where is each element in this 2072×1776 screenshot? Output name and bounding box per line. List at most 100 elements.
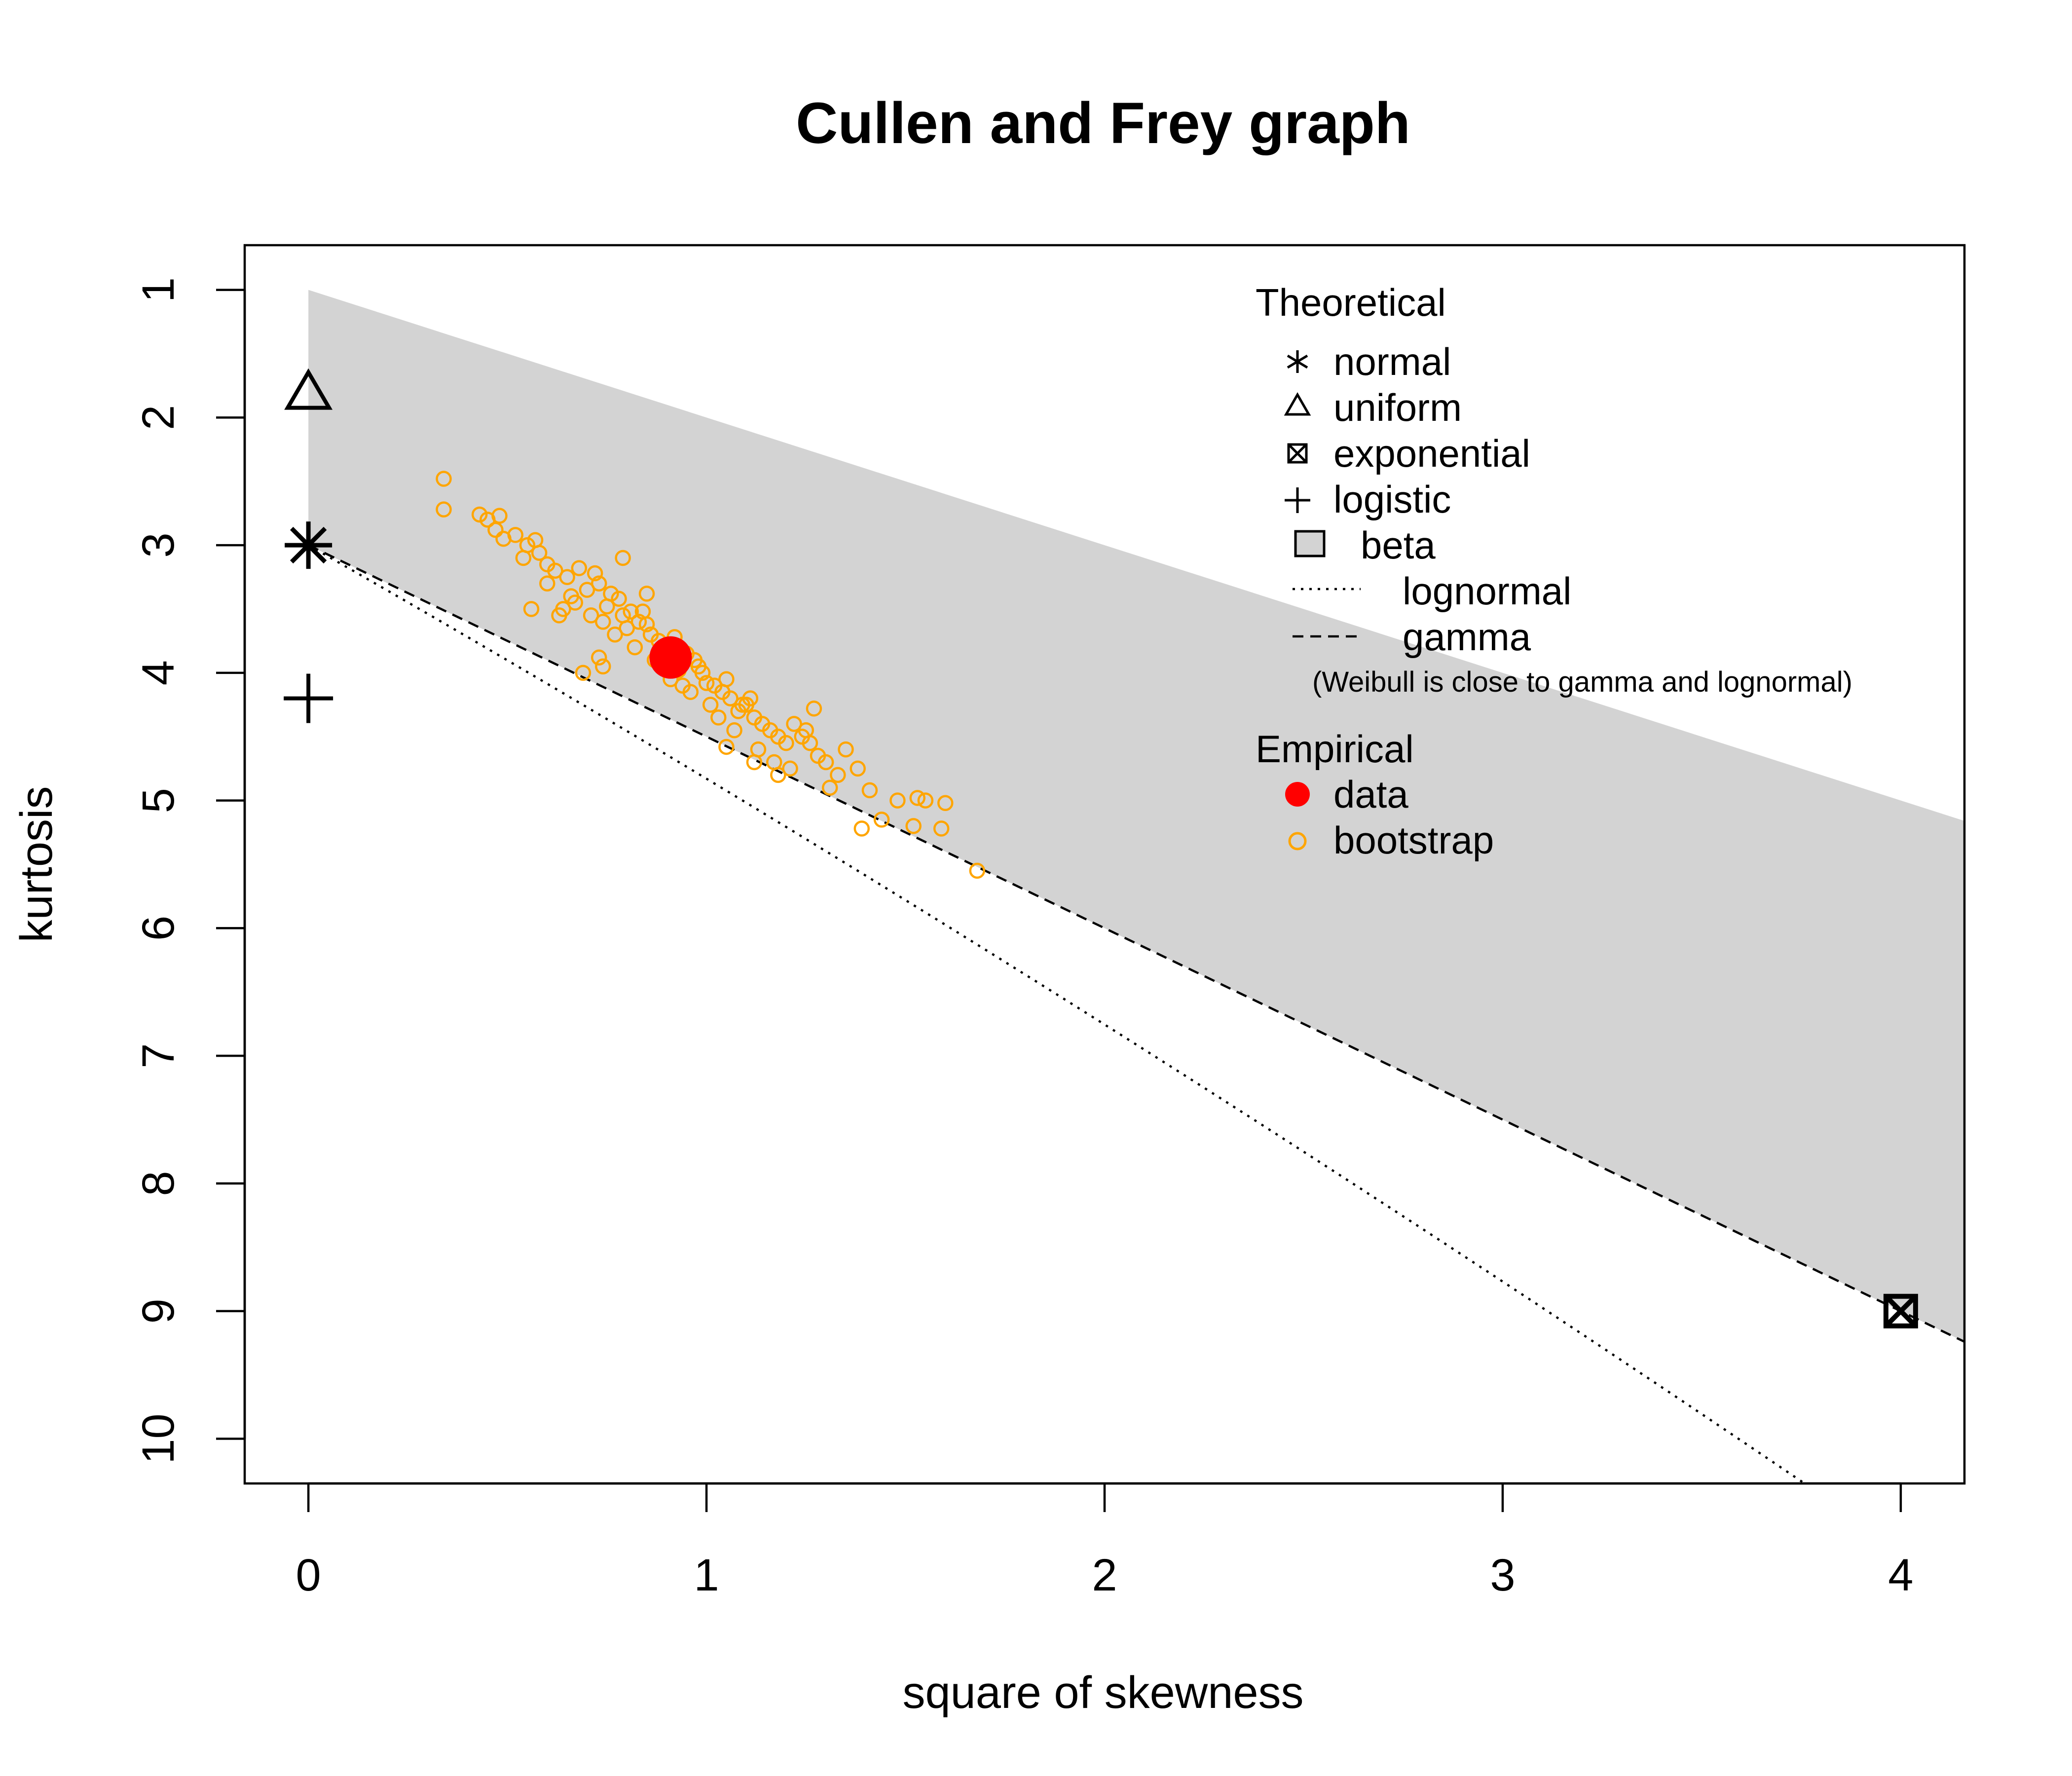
x-tick-label: 1 (694, 1550, 719, 1600)
chart-title: Cullen and Frey graph (796, 91, 1410, 156)
theoretical-points (284, 368, 1918, 1329)
bootstrap-point (591, 575, 607, 592)
bootstrap-point (710, 709, 727, 726)
logistic-plus-marker (284, 673, 333, 723)
bootstrap-point (786, 716, 802, 732)
triangle-icon (1284, 392, 1311, 416)
legend-label-uniform: uniform (1333, 386, 1462, 429)
asterisk-stroke (290, 526, 327, 564)
legend-empirical-title: Empirical (1256, 727, 1414, 771)
y-tick-label: 6 (133, 916, 184, 941)
y-tick-label: 10 (133, 1413, 184, 1464)
bootstrap-point (567, 594, 584, 611)
bootstrap-point (798, 722, 814, 739)
bootstrap-point (690, 658, 707, 675)
bootstrap-point (571, 560, 588, 576)
bootstrap-point (746, 754, 763, 771)
bootstrap-point (491, 508, 508, 524)
bootstrap-point (471, 506, 488, 523)
bootstrap-point (770, 767, 786, 783)
bootstrap-point (627, 639, 643, 656)
legend-label-lognormal: lognormal (1403, 569, 1572, 613)
gamma-line (308, 544, 1964, 1343)
bootstrap-point (905, 818, 922, 834)
legend-label-beta: beta (1361, 523, 1436, 567)
bootstrap-point (539, 575, 555, 592)
bootstrap-point (619, 620, 635, 636)
legend-label-exponential: exponential (1333, 432, 1530, 475)
bootstrap-point (551, 607, 567, 624)
bootstrap-points (436, 471, 986, 879)
bootstrap-point (817, 754, 834, 771)
bootstrap-point (702, 697, 719, 713)
x-axis-label: square of skewness (902, 1667, 1303, 1718)
y-axis: 1 2 3 4 5 6 7 8 9 10 (133, 277, 246, 1464)
bootstrap-point (436, 501, 452, 518)
bootstrap-point (603, 586, 619, 602)
bootstrap-point (595, 614, 611, 630)
bootstrap-point (630, 614, 647, 630)
bootstrap-point (611, 591, 627, 607)
y-tick-label: 4 (133, 660, 184, 685)
bootstrap-point (782, 760, 798, 777)
bootstrap-point (778, 735, 794, 751)
bootstrap-point (615, 550, 631, 566)
bootstrap-point (591, 649, 607, 666)
y-tick-label: 9 (133, 1298, 184, 1324)
bootstrap-point (487, 521, 504, 538)
beta-swatch-icon (1294, 530, 1326, 557)
bootstrap-point (889, 792, 906, 809)
y-tick-label: 5 (133, 788, 184, 813)
x-tick-label: 3 (1490, 1550, 1515, 1600)
bootstrap-point (969, 862, 986, 879)
y-tick-label: 2 (133, 405, 184, 430)
bootstrap-point (507, 527, 523, 543)
bootstrap-point (638, 586, 655, 602)
bootstrap-point (726, 722, 742, 739)
bootstrap-point (515, 550, 532, 566)
bootstrap-point (806, 701, 822, 717)
lognormal-line (307, 544, 1807, 1483)
bootstrap-point (559, 569, 575, 586)
asterisk-icon (1287, 350, 1308, 373)
bootstrap-point (527, 532, 544, 548)
bootstrap-point (850, 760, 866, 777)
bootstrap-point (595, 658, 611, 675)
y-tick-label: 1 (133, 277, 184, 302)
legend-label-logistic: logistic (1333, 478, 1451, 521)
bootstrap-point (682, 684, 699, 700)
bootstrap-point (583, 607, 599, 624)
bootstrap-point (853, 820, 870, 837)
bootstrap-point (523, 601, 540, 617)
legend-note: (Weibull is close to gamma and lognormal… (1312, 666, 1852, 698)
bootstrap-point (722, 690, 739, 706)
box-stroke (1883, 1294, 1918, 1329)
bootstrap-point (917, 792, 934, 809)
exponential-boxed-x-marker (1883, 1294, 1918, 1329)
x-axis: 0 1 2 3 4 (296, 1482, 1913, 1600)
y-tick-label: 3 (133, 533, 184, 558)
bootstrap-point (579, 582, 595, 598)
bootstrap-point (873, 812, 890, 828)
x-tick-label: 2 (1092, 1550, 1117, 1600)
legend-theoretical-title: Theoretical (1256, 281, 1446, 324)
y-tick-label: 8 (133, 1171, 184, 1196)
legend-label-normal: normal (1333, 340, 1451, 383)
bootstrap-point (607, 626, 623, 643)
legend-label-gamma: gamma (1403, 615, 1531, 659)
bootstrap-point (698, 675, 715, 691)
bootstrap-point (718, 739, 735, 755)
x-stroke (1884, 1295, 1918, 1328)
bootstrap-point (937, 795, 954, 812)
bootstrap-point (623, 603, 639, 620)
bootstrap-point (575, 665, 592, 681)
bootstrap-point (933, 820, 950, 837)
bootstrap-legend-icon (1288, 832, 1307, 851)
legend-label-bootstrap: bootstrap (1333, 818, 1494, 862)
data-legend-icon (1285, 782, 1310, 807)
data-point (649, 636, 692, 679)
bootstrap-point (734, 697, 750, 713)
bootstrap-point (861, 782, 878, 799)
uniform-triangle-marker (284, 368, 333, 410)
